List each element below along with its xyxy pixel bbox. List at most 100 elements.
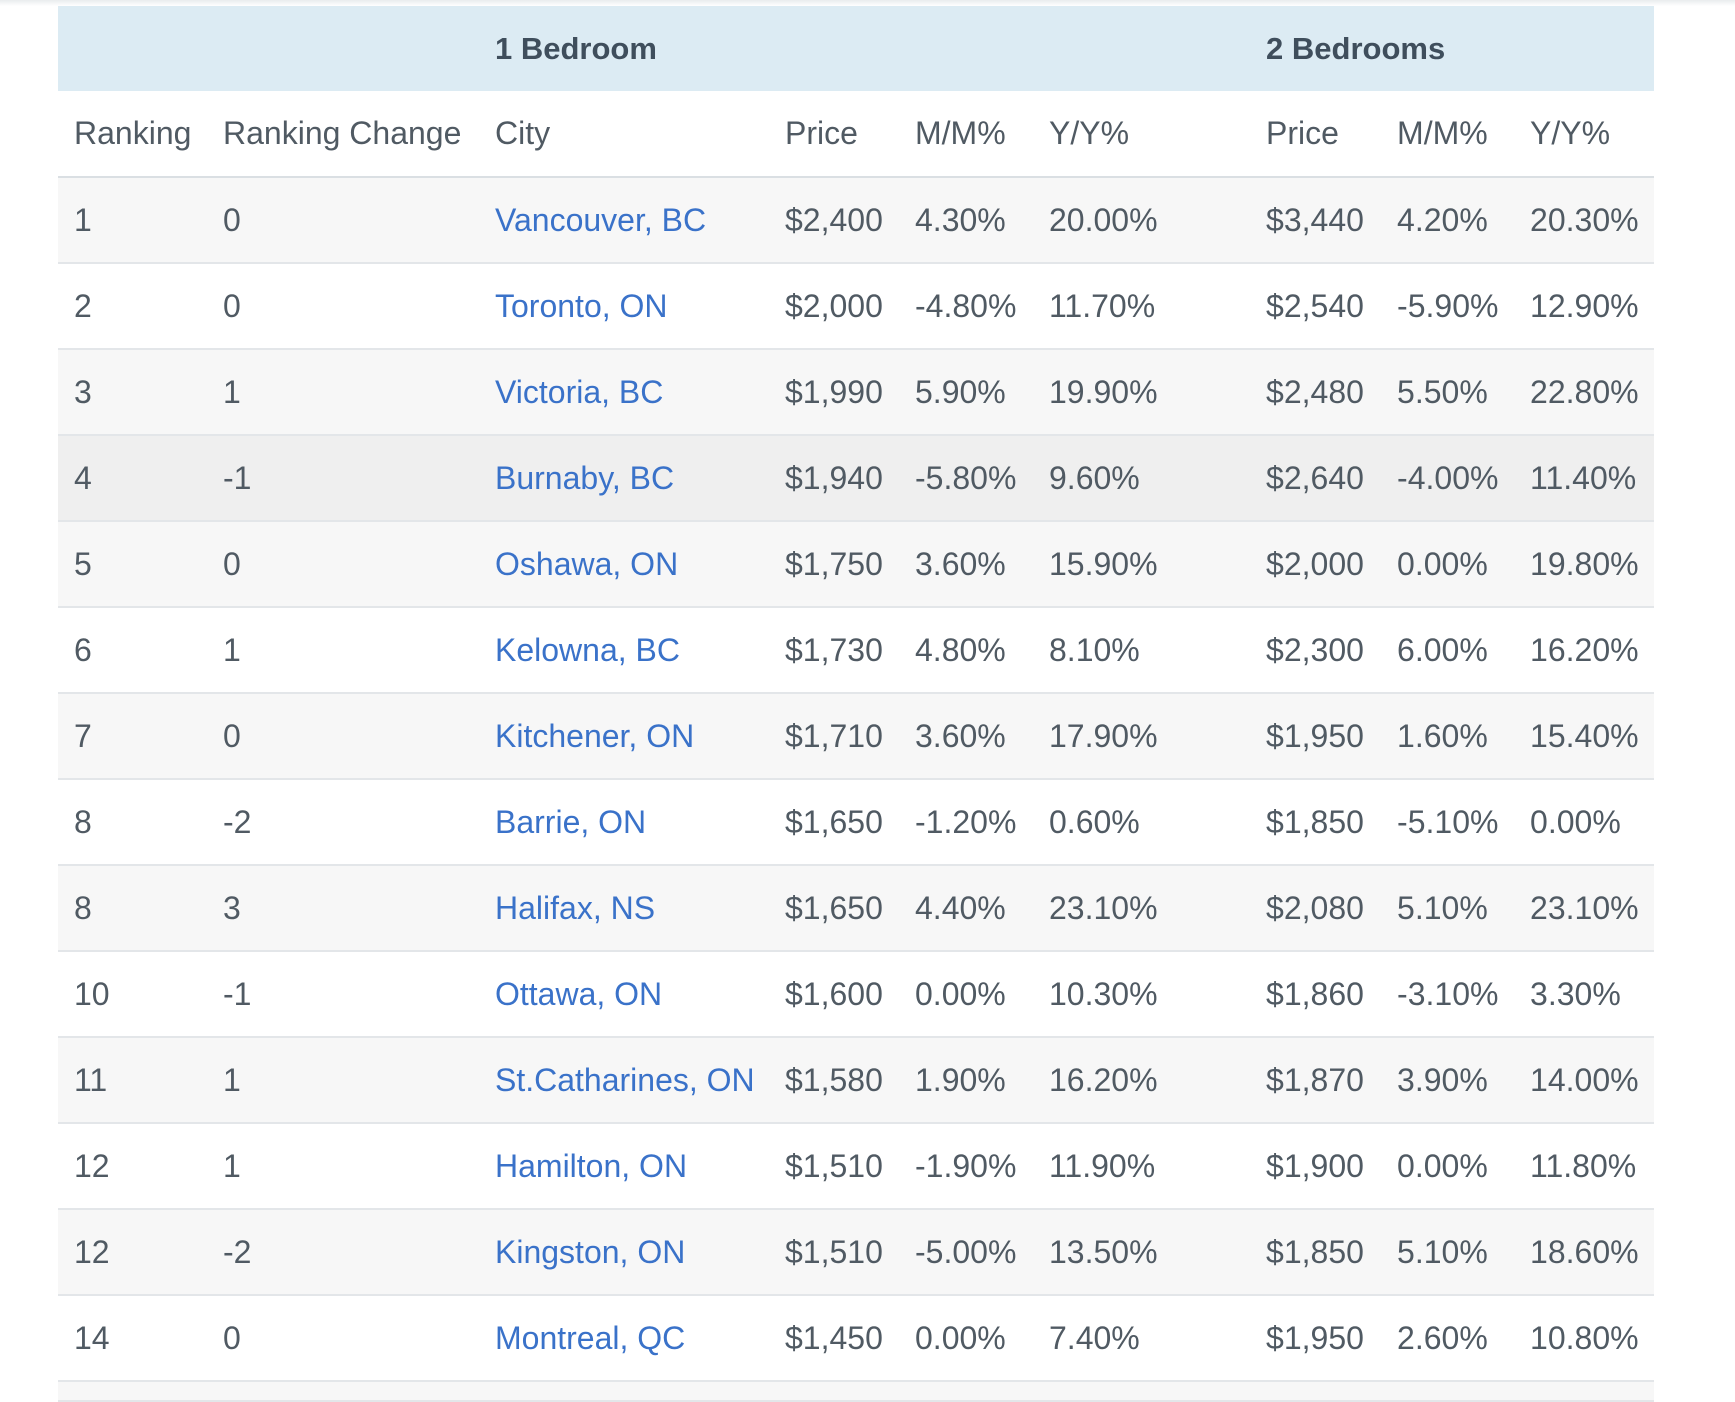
col-header-ranking-change: Ranking Change	[223, 115, 462, 151]
city-link[interactable]: Toronto, ON	[495, 287, 668, 324]
cell-price-2br: $2,480	[1266, 373, 1364, 410]
group-header-2-bedrooms: 2 Bedrooms	[1266, 30, 1446, 66]
cell-yy-1br: 11.70%	[1049, 287, 1156, 324]
cell-yy-1br: 10.30%	[1049, 975, 1158, 1012]
cell-mm-2br: 0.00%	[1397, 1147, 1488, 1184]
city-link[interactable]: St.Catharines, ON	[495, 1061, 755, 1098]
cell-mm-1br: -5.00%	[915, 1233, 1017, 1270]
cell-price-1br: $1,940	[785, 459, 883, 496]
cell-yy-1br: 15.90%	[1049, 545, 1158, 582]
city-link[interactable]: Kelowna, BC	[495, 631, 680, 668]
city-link[interactable]: Burnaby, BC	[495, 459, 675, 496]
cell-yy-2br: 19.80%	[1530, 545, 1639, 582]
cell-city: Kelowna, BC	[479, 607, 769, 693]
cell-price-2br: $2,080	[1266, 889, 1364, 926]
group-header-row: 1 Bedroom 2 Bedrooms	[58, 6, 1655, 91]
col-header-price-1br: Price	[785, 115, 858, 151]
cell-ranking-change: 0	[223, 287, 241, 324]
table-row: 10 -1 Ottawa, ON $1,600 0.00% 10.30% $1,860 -3.…	[58, 951, 1655, 1037]
cell-yy-1br: 23.10%	[1049, 889, 1158, 926]
col-header-price-2br: Price	[1266, 115, 1339, 151]
table-row: 14 0 Montreal, QC $1,450 0.00% 7.40% $1,950 2.6…	[58, 1295, 1655, 1381]
cell-price-2br: $1,950	[1266, 717, 1364, 754]
cell-yy-1br: 16.20%	[1049, 1061, 1158, 1098]
table-row: 1 0 Vancouver, BC $2,400 4.30% 20.00% $3,440 4.…	[58, 177, 1655, 263]
cell-mm-1br: -1.90%	[915, 1147, 1017, 1184]
rent-ranking-table: 1 Bedroom 2 Bedrooms Ranking Ranking Cha…	[58, 6, 1655, 1402]
cell-mm-1br: -4.80%	[915, 287, 1017, 324]
cell-price-2br: $1,850	[1266, 803, 1364, 840]
cell-ranking: 3	[74, 373, 92, 410]
cell-city: Halifax, NS	[479, 865, 769, 951]
table-row: 12 1 Hamilton, ON $1,510 -1.90% 11.90% $1,900 0…	[58, 1123, 1655, 1209]
cell-price-2br: $1,900	[1266, 1147, 1364, 1184]
city-link[interactable]: Victoria, BC	[495, 373, 664, 410]
cell-price-2br: $2,300	[1266, 631, 1364, 668]
cell-mm-2br: -5.10%	[1397, 803, 1499, 840]
cell-price-1br: $1,710	[785, 717, 883, 754]
cell-ranking-change: 3	[223, 889, 241, 926]
cell-ranking: 12	[74, 1233, 110, 1270]
cell-mm-2br: 5.50%	[1397, 373, 1488, 410]
cell-city: Montreal, QC	[479, 1295, 769, 1381]
cell-yy-1br: 20.00%	[1049, 201, 1158, 238]
city-link[interactable]: Kitchener, ON	[495, 717, 695, 754]
city-link[interactable]: Barrie, ON	[495, 803, 647, 840]
col-header-mm-1br: M/M%	[915, 115, 1006, 151]
cell-city: Burnaby, BC	[479, 435, 769, 521]
cell-yy-2br: 20.30%	[1530, 201, 1639, 238]
city-link[interactable]: Vancouver, BC	[495, 201, 707, 238]
top-shadow	[0, 0, 1735, 6]
table-row-partial	[58, 1381, 1655, 1401]
table-row: 11 1 St.Catharines, ON $1,580 1.90% 16.20% $1,…	[58, 1037, 1655, 1123]
city-link[interactable]: Montreal, QC	[495, 1319, 686, 1356]
cell-ranking: 5	[74, 545, 92, 582]
cell-price-1br: $1,750	[785, 545, 883, 582]
cell-price-2br: $2,540	[1266, 287, 1364, 324]
cell-ranking-change: -2	[223, 1233, 252, 1270]
cell-city: Oshawa, ON	[479, 521, 769, 607]
table-row: 4 -1 Burnaby, BC $1,940 -5.80% 9.60% $2,640 -4.…	[58, 435, 1655, 521]
cell-city: Kitchener, ON	[479, 693, 769, 779]
rent-ranking-table-container: 1 Bedroom 2 Bedrooms Ranking Ranking Cha…	[58, 6, 1655, 1402]
city-link[interactable]: Oshawa, ON	[495, 545, 679, 582]
cell-yy-1br: 9.60%	[1049, 459, 1140, 496]
cell-mm-1br: 4.30%	[915, 201, 1006, 238]
cell-city: Ottawa, ON	[479, 951, 769, 1037]
cell-mm-1br: 5.90%	[915, 373, 1006, 410]
cell-ranking-change: -1	[223, 975, 252, 1012]
cell-ranking: 10	[74, 975, 110, 1012]
cell-mm-2br: 2.60%	[1397, 1319, 1488, 1356]
city-link[interactable]: Halifax, NS	[495, 889, 656, 926]
cell-mm-2br: -5.90%	[1397, 287, 1499, 324]
city-link[interactable]: Hamilton, ON	[495, 1147, 688, 1184]
group-header-spacer	[58, 6, 479, 91]
cell-mm-2br: 6.00%	[1397, 631, 1488, 668]
cell-ranking: 8	[74, 803, 92, 840]
cell-ranking: 2	[74, 287, 92, 324]
cell-price-1br: $2,400	[785, 201, 883, 238]
table-row: 12 -2 Kingston, ON $1,510 -5.00% 13.50% $1,850…	[58, 1209, 1655, 1295]
city-link[interactable]: Ottawa, ON	[495, 975, 663, 1012]
cell-city: Victoria, BC	[479, 349, 769, 435]
cell-yy-2br: 3.30%	[1530, 975, 1621, 1012]
table-body: 1 0 Vancouver, BC $2,400 4.30% 20.00% $3,440 4.…	[58, 177, 1655, 1401]
cell-ranking: 6	[74, 631, 92, 668]
cell-mm-2br: 5.10%	[1397, 1233, 1488, 1270]
cell-price-2br: $1,870	[1266, 1061, 1364, 1098]
cell-price-1br: $1,730	[785, 631, 883, 668]
cell-mm-1br: 0.00%	[915, 975, 1006, 1012]
table-row: 8 -2 Barrie, ON $1,650 -1.20% 0.60% $1,850 -5.1…	[58, 779, 1655, 865]
cell-city: Kingston, ON	[479, 1209, 769, 1295]
cell-price-1br: $1,450	[785, 1319, 883, 1356]
cell-ranking: 14	[74, 1319, 110, 1356]
column-header-row: Ranking Ranking Change City Price M/M% Y…	[58, 91, 1655, 177]
table-row: 2 0 Toronto, ON $2,000 -4.80% 11.70% $2,540 -5.…	[58, 263, 1655, 349]
cell-yy-2br: 22.80%	[1530, 373, 1639, 410]
cell-ranking: 1	[74, 201, 92, 238]
table-row: 3 1 Victoria, BC $1,990 5.90% 19.90% $2,480 5.5…	[58, 349, 1655, 435]
city-link[interactable]: Kingston, ON	[495, 1233, 686, 1270]
cell-mm-2br: 4.20%	[1397, 201, 1488, 238]
cell-mm-1br: 0.00%	[915, 1319, 1006, 1356]
cell-yy-2br: 15.40%	[1530, 717, 1639, 754]
